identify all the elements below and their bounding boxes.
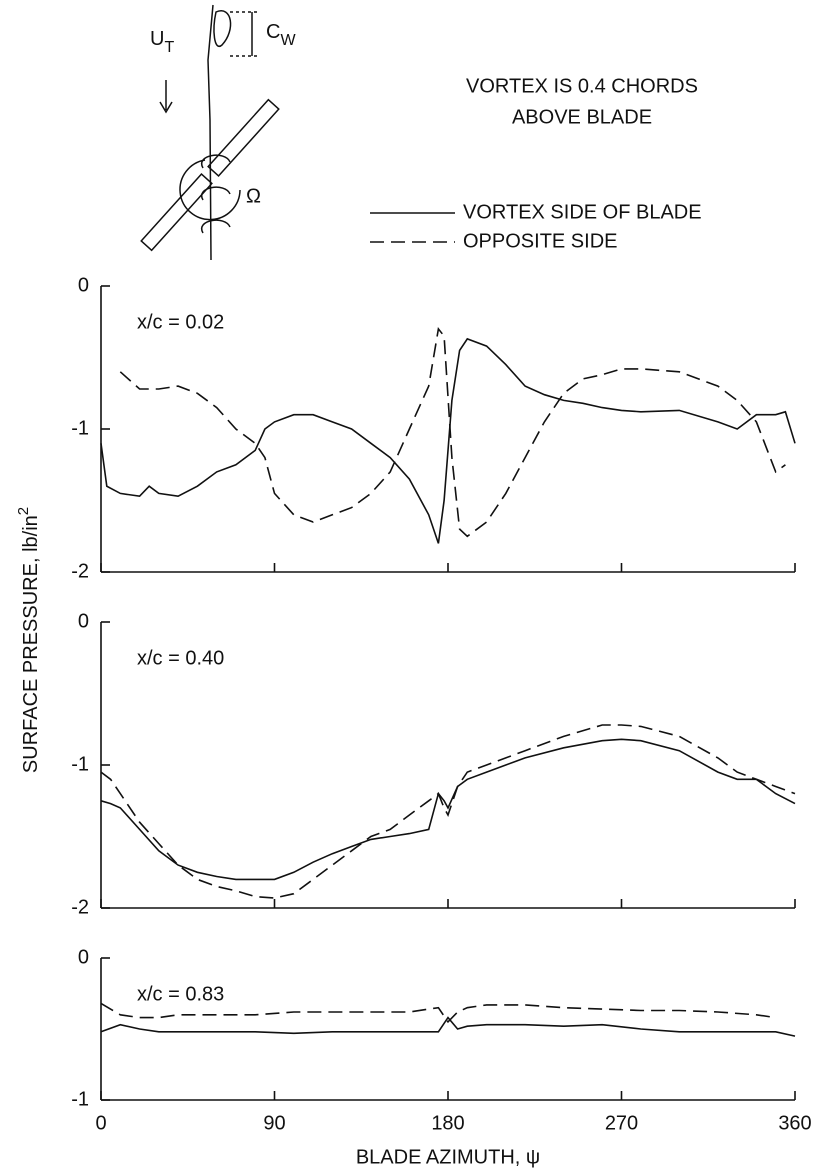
y-tick-label: 0 <box>78 274 89 296</box>
chart-title: ABOVE BLADE <box>512 106 652 128</box>
series-line <box>100 724 796 899</box>
legend-label: VORTEX SIDE OF BLADE <box>463 201 702 223</box>
panel-annotation: x/c = 0.83 <box>137 983 224 1005</box>
y-axis-title-superscript: 2 <box>15 507 32 515</box>
y-tick-label: -1 <box>71 1088 89 1110</box>
y-tick-label: 0 <box>78 610 89 632</box>
x-axis-title: BLADE AZIMUTH, ψ <box>356 1146 540 1168</box>
freestream-symbol: U <box>150 28 164 50</box>
x-tick-label: 360 <box>778 1112 811 1134</box>
wake-spacing <box>230 11 260 57</box>
y-tick-label: 0 <box>78 946 89 968</box>
series-line <box>119 326 786 538</box>
y-tick-label: -2 <box>71 560 89 582</box>
y-axis-title-text: SURFACE PRESSURE, lb/in <box>20 515 42 773</box>
panel-annotation: x/c = 0.02 <box>137 311 224 333</box>
vortex-loop <box>213 10 232 48</box>
vortex-diagram: UT CW Ω <box>140 4 296 261</box>
series-line <box>100 738 796 881</box>
y-tick-label: -1 <box>71 417 89 439</box>
chart-title: VORTEX IS 0.4 CHORDS <box>466 75 698 97</box>
y-tick-label: -2 <box>71 896 89 918</box>
y-axis-title: SURFACE PRESSURE, lb/in2 <box>15 507 42 773</box>
wake-line <box>207 4 214 261</box>
wake-symbol: C <box>266 21 280 43</box>
wake-subscript: W <box>280 32 296 49</box>
series-line <box>100 1002 776 1024</box>
blade <box>140 172 213 252</box>
panel-annotation: x/c = 0.40 <box>137 647 224 669</box>
series-line <box>100 1016 796 1037</box>
y-tick-label: -1 <box>71 753 89 775</box>
legend-label: OPPOSITE SIDE <box>463 230 617 252</box>
blade <box>207 98 280 178</box>
rotation-arrow <box>179 159 241 221</box>
x-tick-label: 270 <box>605 1112 638 1134</box>
series-line <box>100 337 796 544</box>
rotor <box>140 98 280 252</box>
freestream-arrow <box>159 80 173 114</box>
freestream-subscript: T <box>164 39 174 56</box>
x-tick-label: 0 <box>95 1112 106 1134</box>
x-tick-label: 180 <box>431 1112 464 1134</box>
x-tick-label: 90 <box>263 1112 285 1134</box>
rotation-label: Ω <box>246 185 261 207</box>
wake-label: CW <box>266 21 296 49</box>
vortex-coils <box>200 154 231 234</box>
freestream-label: UT <box>150 28 174 56</box>
